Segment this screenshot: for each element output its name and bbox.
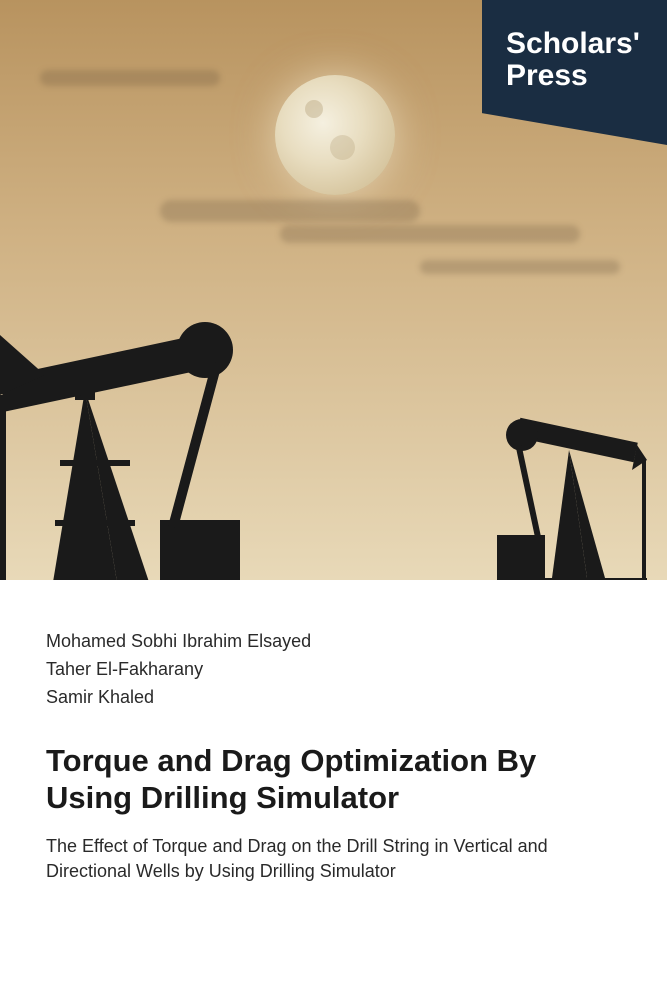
cloud xyxy=(280,225,580,243)
book-cover: Scholars' Press Mohamed Sobhi Ibrahim El… xyxy=(0,0,667,1000)
book-title: Torque and Drag Optimization By Using Dr… xyxy=(46,742,621,816)
author-name: Samir Khaled xyxy=(46,684,621,712)
cloud xyxy=(40,70,220,86)
cloud xyxy=(420,260,620,274)
text-panel: Mohamed Sobhi Ibrahim Elsayed Taher El-F… xyxy=(0,580,667,1000)
publisher-name-line2: Press xyxy=(506,60,647,92)
author-name: Taher El-Fakharany xyxy=(46,656,621,684)
publisher-name-line1: Scholars' xyxy=(506,28,647,60)
pumpjack-left-silhouette xyxy=(0,260,260,620)
cloud xyxy=(160,200,420,222)
moon xyxy=(275,75,395,195)
author-name: Mohamed Sobhi Ibrahim Elsayed xyxy=(46,628,621,656)
book-subtitle: The Effect of Torque and Drag on the Dri… xyxy=(46,834,621,884)
pumpjack-right-silhouette xyxy=(497,360,647,590)
authors-block: Mohamed Sobhi Ibrahim Elsayed Taher El-F… xyxy=(46,628,621,712)
